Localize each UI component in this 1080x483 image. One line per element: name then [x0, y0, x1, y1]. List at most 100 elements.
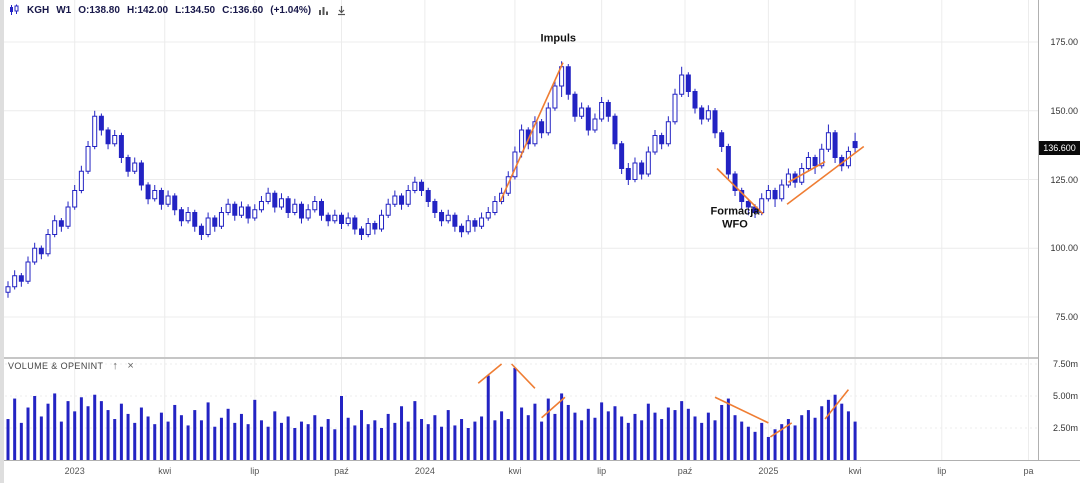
indicator-icon[interactable] [318, 5, 329, 16]
candle [565, 66, 571, 95]
candle [152, 190, 158, 200]
volume-bar [426, 424, 430, 460]
candlestick-icon[interactable] [8, 4, 20, 16]
volume-trendline[interactable] [824, 389, 850, 420]
volume-bar [406, 421, 410, 460]
volume-bar [393, 422, 397, 460]
volume-bar [666, 407, 670, 460]
candle [112, 135, 118, 145]
candle [852, 141, 858, 149]
candle [145, 184, 151, 200]
time-tick-label: lip [937, 466, 947, 476]
volume-bar [13, 398, 17, 460]
candle [785, 173, 791, 186]
volume-bar [400, 406, 404, 460]
volume-bar [513, 367, 517, 460]
volume-bar [453, 425, 457, 460]
volume-bar [546, 398, 550, 460]
volume-tick-label: 5.00m [1052, 391, 1078, 401]
volume-bar [126, 413, 130, 460]
pane-separator[interactable] [0, 357, 1080, 359]
candle [252, 209, 258, 219]
candle [412, 181, 418, 191]
volume-trendline[interactable] [769, 422, 793, 438]
trendline[interactable] [716, 167, 764, 215]
symbol-label[interactable]: KGH [27, 4, 50, 16]
volume-bar [219, 417, 223, 460]
candle [172, 195, 178, 211]
price-chart-pane[interactable] [0, 0, 1038, 357]
volume-trendline[interactable] [477, 363, 503, 384]
candle [779, 184, 785, 200]
candle [85, 146, 91, 172]
candle [72, 190, 78, 208]
volume-bar [199, 420, 203, 460]
candle [65, 206, 71, 227]
candle [205, 217, 211, 235]
volume-bar [266, 426, 270, 460]
candle [5, 286, 11, 293]
price-axis[interactable]: 175.00 150.00 125.00 100.00 75.00 7.50m 5.00m… [1038, 0, 1080, 460]
volume-bar [793, 425, 797, 460]
candle [585, 107, 591, 131]
volume-bar [586, 408, 590, 460]
candle [439, 212, 445, 222]
expand-arrow-icon[interactable]: ↑ [112, 360, 119, 372]
volume-bar [573, 412, 577, 460]
candle [165, 195, 171, 205]
candle [245, 206, 251, 219]
candle [419, 181, 425, 191]
trendline[interactable] [499, 62, 564, 202]
candle [532, 121, 538, 145]
volume-chart-pane[interactable] [0, 359, 1038, 460]
volume-panel-header: VOLUME & OPENINT ↑ × [8, 360, 135, 372]
volume-bar [800, 415, 804, 460]
volume-bar [486, 375, 490, 460]
interval-label[interactable]: W1 [56, 4, 72, 16]
volume-bar [366, 424, 370, 460]
candle [812, 157, 818, 167]
volume-trendline[interactable] [541, 396, 566, 419]
volume-bar [833, 394, 837, 460]
annotation-label[interactable]: Impuls [540, 32, 576, 45]
candle [278, 198, 284, 208]
candle [399, 195, 405, 205]
volume-bar [46, 403, 50, 460]
volume-bar [59, 421, 63, 460]
volume-bar [86, 406, 90, 460]
close-icon[interactable]: × [127, 360, 135, 372]
volume-bar [686, 408, 690, 460]
volume-bar [433, 415, 437, 460]
candle [739, 190, 745, 202]
volume-tick-label: 7.50m [1052, 359, 1078, 369]
volume-bar [633, 413, 637, 460]
volume-bar [273, 411, 277, 460]
time-axis[interactable]: 2023 kwi lip paź 2024 kwi lip paź 2025 kwi lip pa [0, 460, 1080, 483]
candle [198, 225, 204, 235]
trendline[interactable] [787, 160, 826, 183]
candle [325, 214, 331, 222]
volume-bar [740, 421, 744, 460]
close-value: C:136.60 [222, 4, 264, 16]
volume-bar [246, 424, 250, 460]
download-icon[interactable] [336, 5, 347, 16]
volume-bar [19, 422, 23, 460]
price-tick-label: 150.00 [1050, 105, 1078, 116]
volume-bar [239, 413, 243, 460]
annotation-label[interactable]: Formacja WFO [710, 205, 760, 230]
candle [385, 203, 391, 216]
volume-bar [380, 428, 384, 460]
volume-trendline[interactable] [714, 396, 769, 424]
volume-bar [566, 404, 570, 460]
volume-bar [226, 408, 230, 460]
candle [745, 201, 751, 208]
volume-bar [473, 421, 477, 460]
time-tick-label: kwi [508, 466, 522, 476]
volume-bar [733, 415, 737, 460]
candle [619, 143, 625, 169]
trendline[interactable] [786, 145, 865, 205]
volume-trendline[interactable] [511, 363, 536, 389]
volume-bar [146, 416, 150, 460]
volume-bar [500, 411, 504, 460]
candle [712, 110, 718, 134]
